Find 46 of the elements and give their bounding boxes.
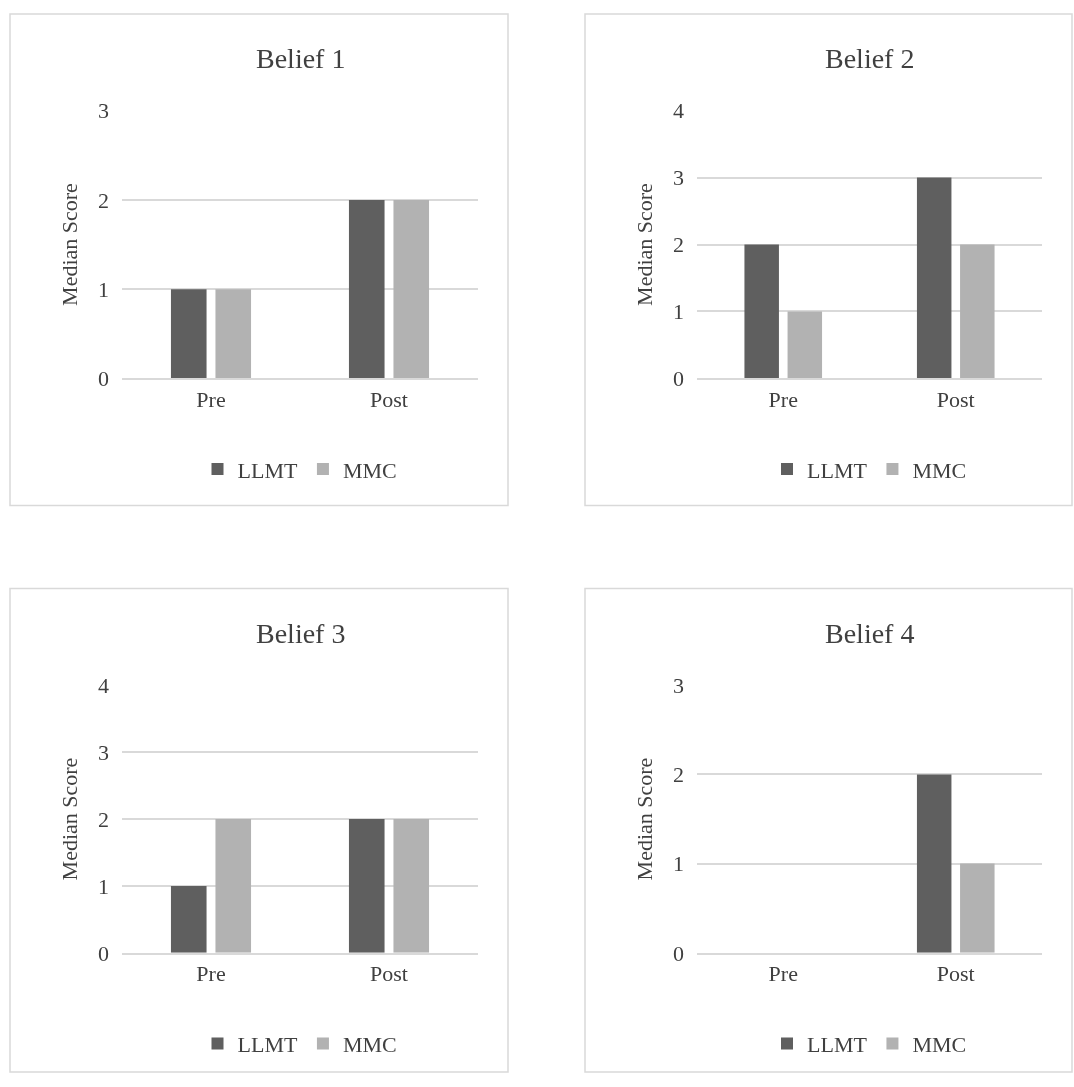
legend-label: LLMT (237, 1032, 298, 1058)
x-tick-label: Pre (768, 961, 798, 986)
y-tick-label: 0 (98, 940, 109, 966)
x-tick-label: Pre (768, 386, 798, 412)
bar (744, 244, 779, 379)
x-tick-label: Pre (196, 961, 226, 986)
legend-label: LLMT (807, 457, 868, 483)
y-tick-label: 3 (98, 739, 109, 765)
y-tick-label: 2 (673, 232, 684, 258)
legend-label: MMC (342, 457, 397, 483)
y-axis-title: Median Score (631, 757, 657, 881)
chart-title: Belief 1 (256, 43, 346, 74)
y-tick-label: 0 (673, 940, 684, 966)
y-tick-label: 4 (673, 98, 684, 124)
y-tick-label: 2 (98, 187, 109, 213)
legend-label: MMC (912, 457, 967, 483)
y-tick-label: 2 (98, 806, 109, 832)
x-tick-label: Post (370, 386, 408, 412)
y-tick-label: 1 (98, 873, 109, 899)
chart-title: Belief 4 (825, 618, 915, 649)
chart-title: Belief 2 (825, 43, 915, 74)
y-axis-title: Median Score (56, 183, 82, 306)
y-tick-label: 1 (98, 276, 109, 302)
y-tick-label: 2 (673, 762, 684, 788)
legend-label: MMC (342, 1032, 397, 1058)
legend-label: LLMT (237, 457, 298, 483)
bar (916, 177, 952, 379)
y-axis-title: Median Score (56, 757, 82, 881)
y-tick-label: 3 (673, 165, 684, 191)
x-tick-label: Post (936, 961, 975, 986)
x-tick-label: Pre (196, 386, 226, 412)
y-tick-label: 0 (673, 366, 684, 392)
y-tick-label: 0 (98, 366, 109, 392)
y-tick-label: 1 (673, 851, 684, 877)
x-tick-label: Post (370, 961, 408, 986)
legend-label: LLMT (807, 1032, 868, 1058)
y-tick-label: 4 (98, 672, 109, 698)
chart-title: Belief 3 (256, 618, 346, 649)
x-tick-label: Post (936, 386, 975, 412)
y-tick-label: 1 (673, 299, 684, 325)
legend-label: MMC (912, 1032, 967, 1058)
y-axis-title: Median Score (631, 183, 657, 306)
bar (960, 244, 995, 379)
y-tick-label: 3 (98, 98, 109, 124)
y-tick-label: 3 (673, 672, 684, 698)
bar (787, 311, 823, 379)
